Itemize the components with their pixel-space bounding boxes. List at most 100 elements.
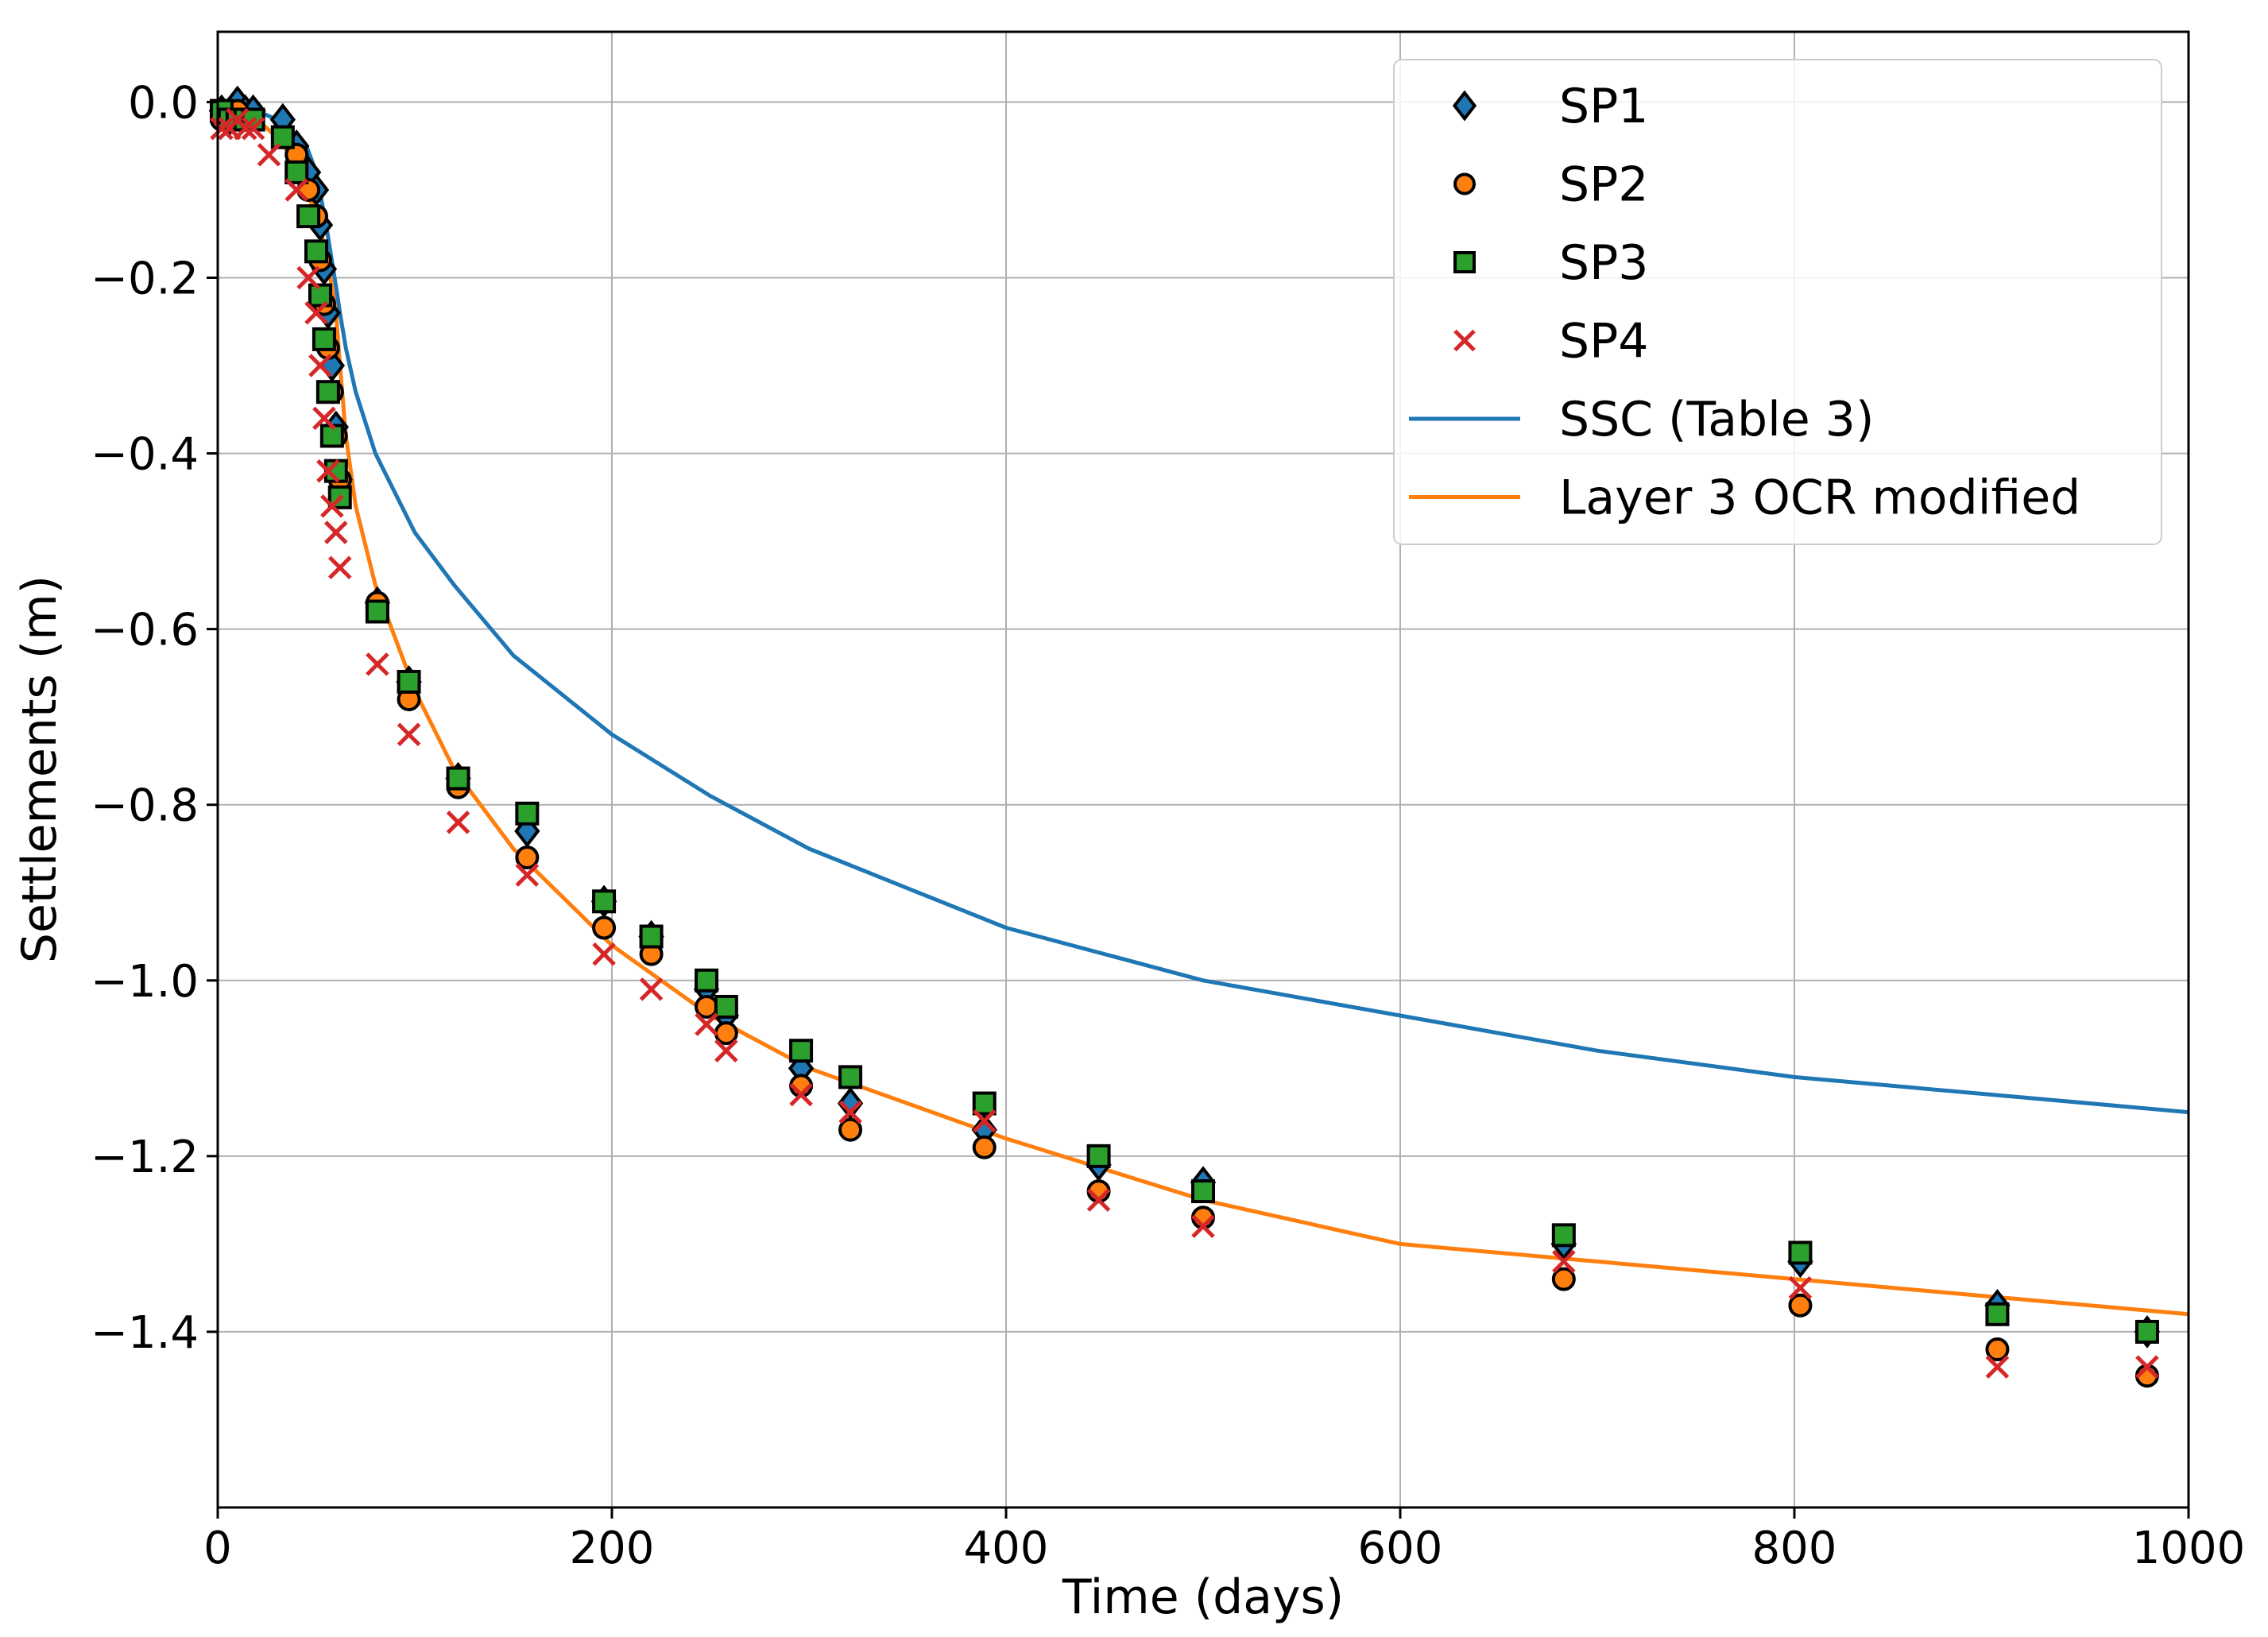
y-tick-label: −0.8 xyxy=(91,780,199,832)
point-sp4 xyxy=(320,494,344,518)
point-sp3 xyxy=(789,1039,814,1063)
ticks: 0 200 400 600 800 1000 0.0 −0.2 −0.4 −0.6 −0.8 −1.0… xyxy=(91,77,2245,1574)
point-sp4 xyxy=(312,406,336,431)
point-sp4-stroke xyxy=(838,1100,862,1124)
point-sp4 xyxy=(324,521,348,544)
point-sp3 xyxy=(972,1091,997,1116)
point-sp3 xyxy=(515,801,540,826)
plot-frame xyxy=(216,30,2190,1509)
point-sp3 xyxy=(308,283,332,308)
x-tick-label: 400 xyxy=(964,1523,1049,1574)
point-sp3 xyxy=(838,1065,863,1089)
point-sp4 xyxy=(2135,1355,2159,1379)
legend-label-sp1: SP1 xyxy=(1559,79,1648,134)
point-sp4 xyxy=(838,1100,862,1124)
legend-label-sp3: SP3 xyxy=(1559,235,1648,291)
point-sp4-stroke xyxy=(257,142,281,167)
point-sp3 xyxy=(639,924,664,949)
point-sp4 xyxy=(515,863,540,887)
point-sp4-stroke xyxy=(1086,1188,1111,1212)
legend-label-sp4: SP4 xyxy=(1559,314,1648,370)
point-sp4 xyxy=(1086,1188,1111,1212)
point-sp4-stroke xyxy=(241,116,265,141)
point-sp4-stroke xyxy=(210,116,234,141)
point-sp4-stroke xyxy=(695,1012,718,1036)
legend-marker-sp4-stroke xyxy=(1453,329,1476,352)
x-axis-label: Time (days) xyxy=(1062,1569,1344,1625)
point-sp4 xyxy=(972,1109,997,1133)
point-sp4 xyxy=(296,265,320,290)
point-sp4-stroke xyxy=(233,116,257,141)
point-sp4-stroke xyxy=(1985,1355,2010,1379)
point-sp3 xyxy=(304,239,328,264)
point-sp3 xyxy=(312,327,336,351)
point-sp3 xyxy=(284,160,309,184)
x-tick-label: 600 xyxy=(1358,1523,1443,1574)
point-sp4 xyxy=(592,942,616,966)
point-sp4-stroke xyxy=(1552,1249,1576,1274)
x-tick-label: 1000 xyxy=(2132,1523,2246,1574)
point-sp3 xyxy=(397,669,421,694)
legend-label-sp2: SP2 xyxy=(1559,157,1648,213)
point-sp4-stroke xyxy=(296,265,320,290)
point-sp4 xyxy=(1985,1355,2010,1379)
legend-marker-sp1 xyxy=(1452,90,1477,122)
point-sp4 xyxy=(366,652,389,676)
point-sp4-stroke xyxy=(308,354,332,377)
point-sp4-stroke xyxy=(639,977,664,1001)
point-sp3 xyxy=(365,599,389,624)
point-sp2 xyxy=(1551,1267,1576,1291)
y-axis-label: Settlements (m) xyxy=(12,575,68,963)
point-sp4 xyxy=(327,555,352,580)
point-sp4 xyxy=(257,142,281,167)
point-sp4 xyxy=(789,1082,813,1107)
point-sp3 xyxy=(2134,1319,2159,1344)
point-sp2 xyxy=(515,846,540,870)
point-sp4-stroke xyxy=(2135,1355,2159,1379)
point-sp4 xyxy=(639,977,664,1001)
point-sp4 xyxy=(304,300,328,325)
point-sp3 xyxy=(270,125,295,149)
point-sp3 xyxy=(296,204,321,229)
y-tick-label: −1.0 xyxy=(91,956,199,1008)
point-sp4 xyxy=(397,722,421,747)
point-sp4-stroke xyxy=(1788,1275,1813,1300)
point-sp4 xyxy=(233,116,257,141)
y-tick-label: −0.6 xyxy=(91,605,199,656)
point-sp4-stroke xyxy=(316,459,340,483)
point-sp4-stroke xyxy=(789,1082,813,1107)
point-sp4 xyxy=(241,116,265,141)
point-sp4-stroke xyxy=(446,811,470,834)
point-sp4-stroke xyxy=(327,555,352,580)
point-sp2 xyxy=(972,1135,997,1159)
x-tick-label: 200 xyxy=(570,1523,655,1574)
point-sp4-stroke xyxy=(714,1039,738,1062)
y-tick-label: −1.4 xyxy=(91,1307,199,1359)
point-sp2 xyxy=(838,1117,863,1142)
point-sp4-stroke xyxy=(1191,1214,1215,1239)
point-sp4-stroke xyxy=(592,942,616,966)
legend-marker-sp2 xyxy=(1453,172,1476,195)
point-sp3 xyxy=(714,994,738,1019)
point-sp4 xyxy=(210,116,234,141)
legend: SP1 SP2 SP3 SP4 SSC (Table 3) Layer 3 OCR mod… xyxy=(1393,59,2162,545)
point-sp3 xyxy=(1985,1302,2010,1326)
point-sp3 xyxy=(446,766,470,791)
point-sp2 xyxy=(714,1021,738,1046)
point-sp4-stroke xyxy=(320,494,344,518)
point-sp3 xyxy=(1788,1240,1813,1265)
point-sp1 xyxy=(837,1086,864,1120)
point-sp2 xyxy=(1985,1337,2010,1362)
point-sp4 xyxy=(695,1012,718,1036)
point-sp4 xyxy=(316,459,340,483)
point-sp2 xyxy=(592,915,617,940)
y-tick-label: 0.0 xyxy=(128,77,199,129)
point-sp2 xyxy=(1788,1293,1813,1318)
legend-marker-sp4 xyxy=(1453,329,1476,352)
point-sp3 xyxy=(1086,1144,1111,1168)
y-tick-label: −0.4 xyxy=(91,429,199,481)
point-sp3 xyxy=(1551,1223,1576,1248)
plot-markers xyxy=(208,85,2161,1388)
y-tick-label: −1.2 xyxy=(91,1132,199,1183)
point-sp3 xyxy=(592,889,617,914)
